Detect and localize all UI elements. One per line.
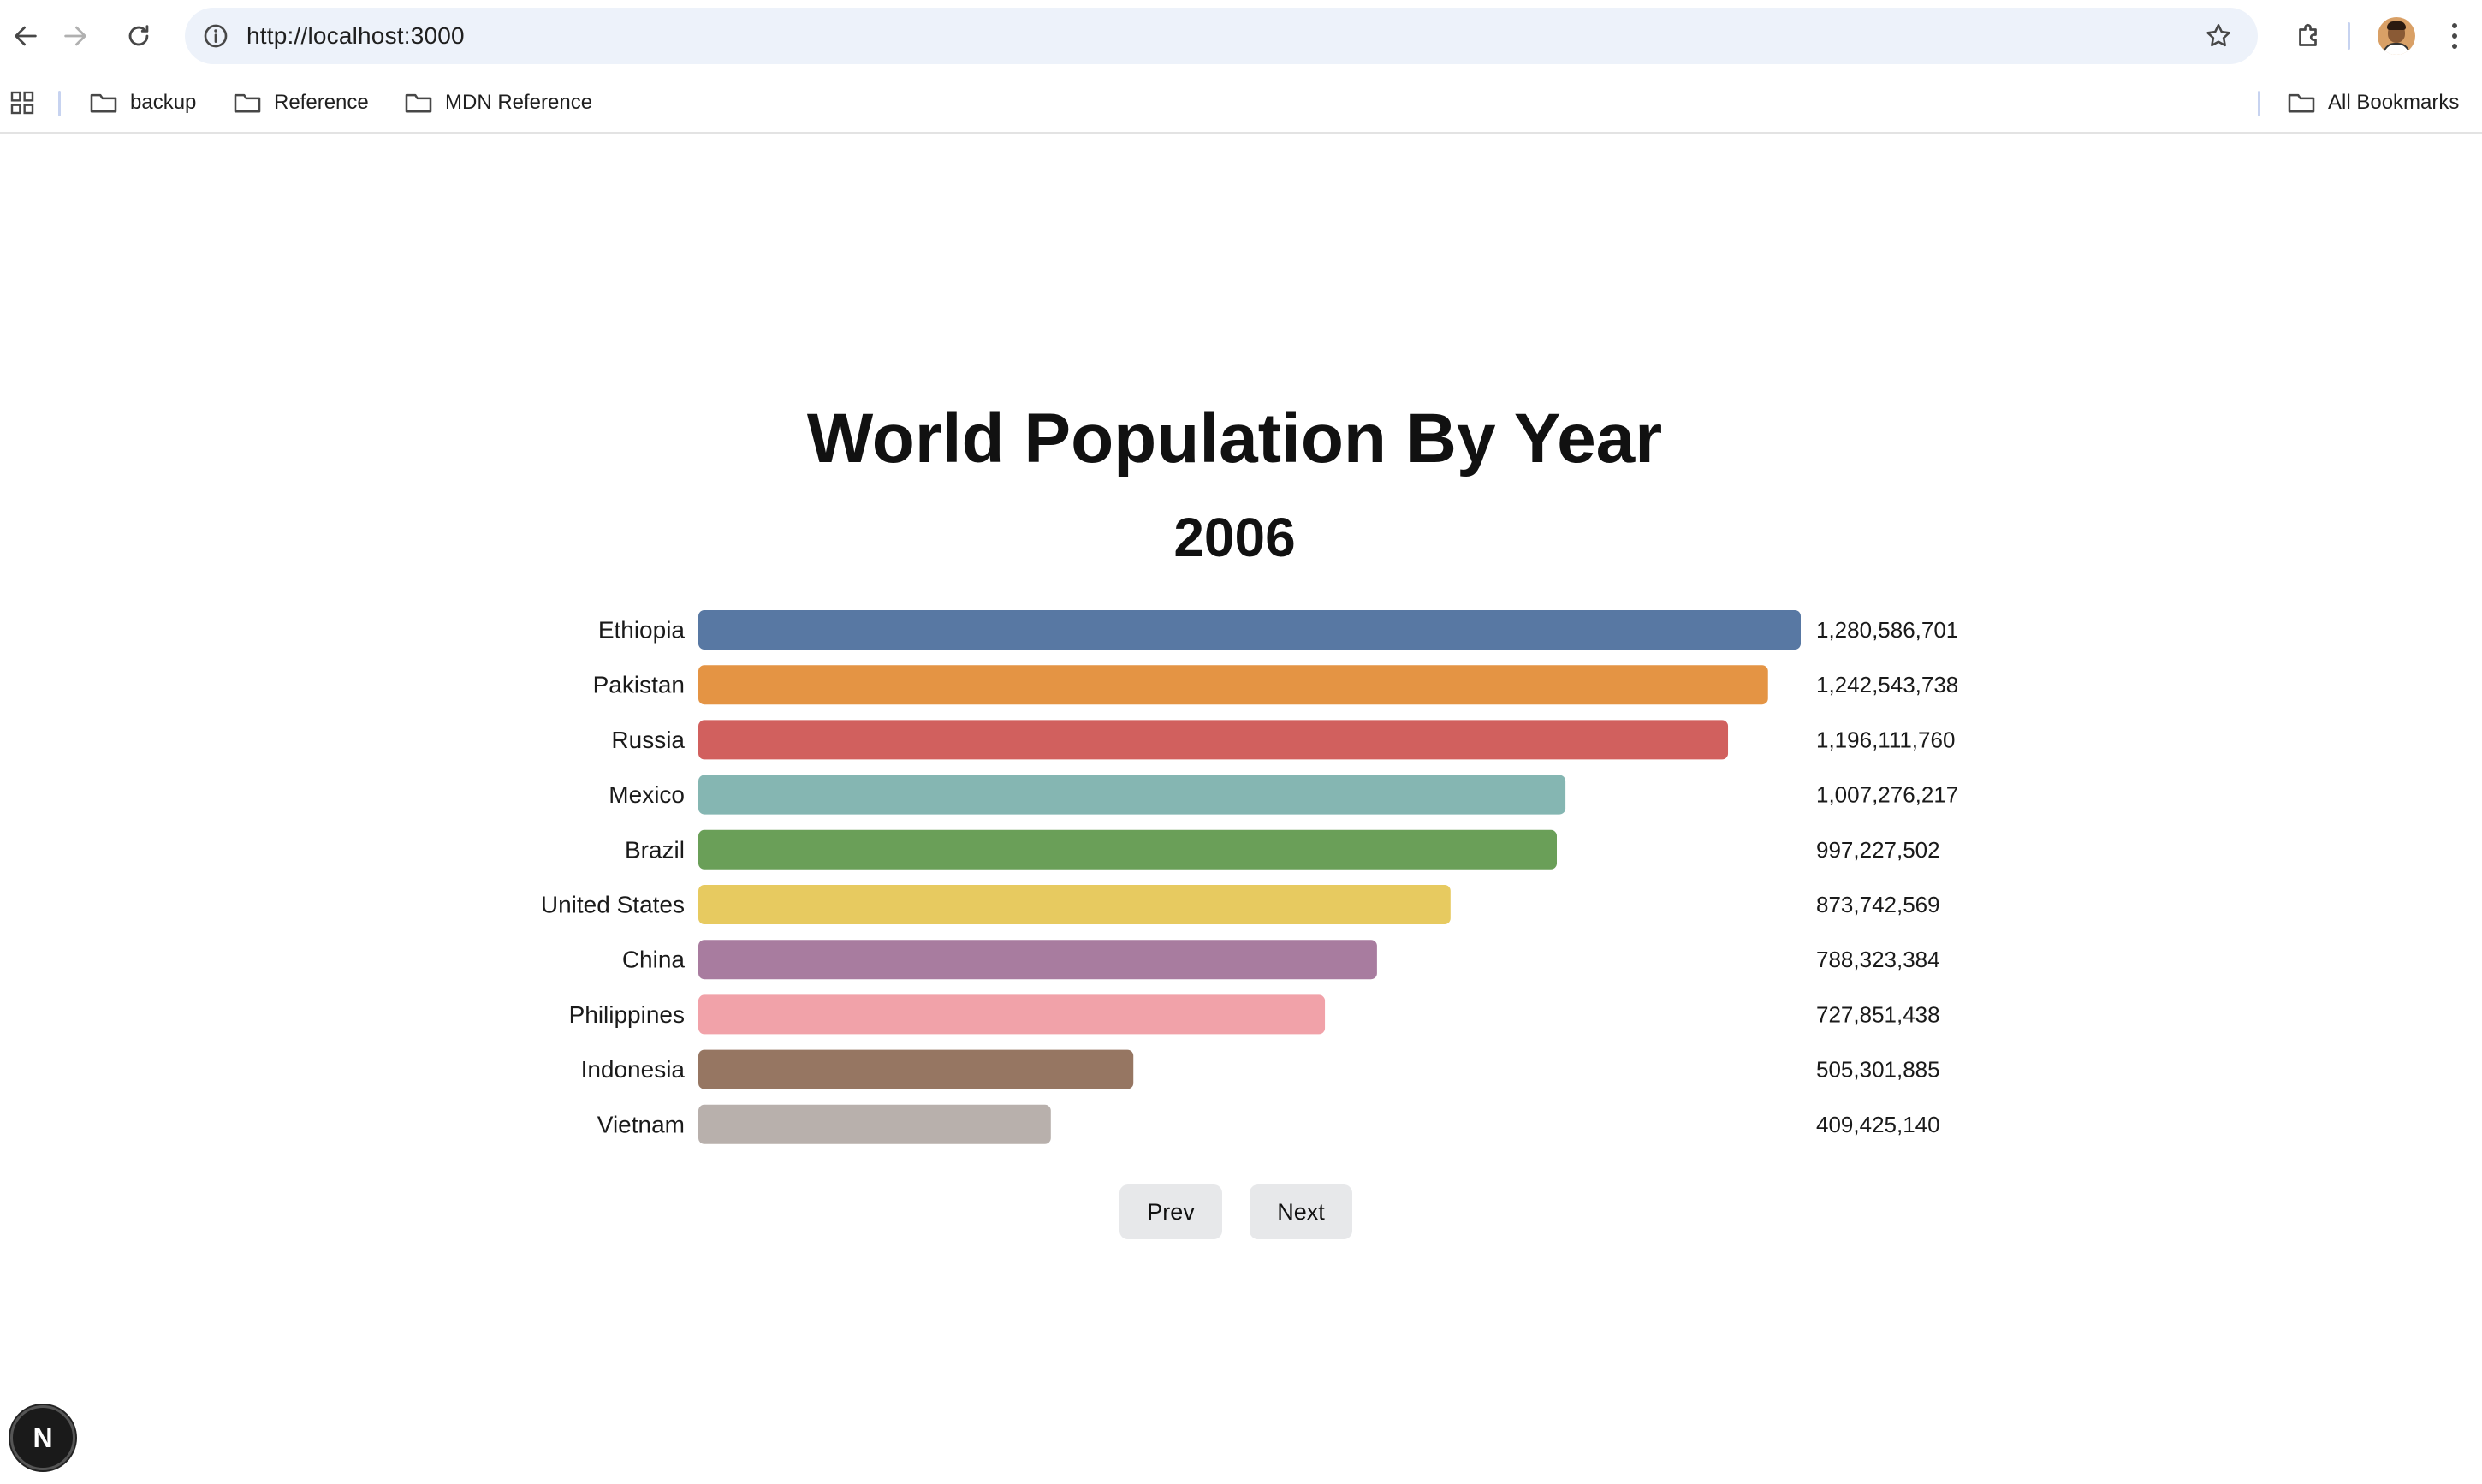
year-heading: 2006 (1173, 507, 1296, 568)
bar-value-united-states: 873,742,569 (1816, 892, 1940, 917)
bookmark-folder-mdn-reference[interactable]: MDN Reference (404, 82, 592, 123)
bar-label-philippines: Philippines (569, 1001, 685, 1028)
bar-brazil (698, 829, 1558, 870)
browser-toolbar: http://localhost:3000 (0, 0, 2482, 72)
arrow-left-icon (15, 26, 37, 46)
bookmarks-bar: backup Reference MDN Reference All Bookm… (0, 72, 2482, 134)
bar-label-china: China (622, 947, 686, 973)
next-button[interactable]: Next (1250, 1184, 1352, 1239)
bar-value-pakistan: 1,242,543,738 (1816, 672, 1958, 697)
folder-icon (2288, 93, 2315, 113)
address-bar[interactable]: http://localhost:3000 (185, 8, 2258, 64)
population-bar-chart: Ethiopia 1,280,586,701 Pakistan 1,242,543,7… (541, 610, 1958, 1144)
bar-china (698, 940, 1377, 980)
bookmark-folder-backup[interactable]: backup (89, 82, 196, 123)
reload-button[interactable] (113, 10, 164, 62)
url-text[interactable]: http://localhost:3000 (246, 22, 465, 49)
bar-mexico (698, 775, 1566, 815)
bar-label-indonesia: Indonesia (581, 1056, 686, 1083)
toolbar-divider (2348, 22, 2350, 50)
bar-label-russia: Russia (611, 727, 685, 753)
bar-indonesia (698, 1049, 1134, 1089)
bar-pakistan (698, 665, 1768, 705)
bar-label-vietnam: Vietnam (597, 1111, 685, 1137)
folder-icon (234, 93, 261, 113)
apps-grid-icon[interactable] (9, 89, 36, 116)
bar-label-brazil: Brazil (625, 836, 685, 863)
puzzle-icon (2299, 23, 2317, 46)
page-title: World Population By Year (806, 400, 1663, 478)
bookmarks-divider (58, 91, 61, 116)
site-info-icon[interactable] (197, 17, 235, 55)
forward-button[interactable] (50, 10, 101, 62)
prev-button[interactable]: Prev (1119, 1184, 1222, 1239)
bar-label-mexico: Mexico (609, 781, 685, 808)
bar-value-brazil: 997,227,502 (1816, 837, 1940, 863)
bar-philippines (698, 994, 1326, 1035)
bar-value-vietnam: 409,425,140 (1816, 1112, 1940, 1137)
bar-value-philippines: 727,851,438 (1816, 1001, 1940, 1027)
bookmark-folder-reference[interactable]: Reference (233, 82, 369, 123)
folder-icon (405, 93, 432, 113)
bar-vietnam (698, 1104, 1051, 1144)
all-bookmarks-button[interactable]: All Bookmarks (2287, 82, 2459, 123)
bar-russia (698, 720, 1729, 760)
reload-icon (128, 25, 149, 46)
bar-label-pakistan: Pakistan (593, 672, 685, 698)
bookmark-label: MDN Reference (445, 91, 593, 114)
back-button[interactable] (0, 10, 51, 62)
browser-menu-button[interactable] (2437, 10, 2472, 62)
bar-value-russia: 1,196,111,760 (1816, 727, 1955, 752)
bar-value-mexico: 1,007,276,217 (1816, 782, 1958, 808)
extensions-button[interactable] (2283, 10, 2335, 62)
bar-united-states (698, 885, 1451, 924)
all-bookmarks-label: All Bookmarks (2328, 91, 2460, 114)
bookmarks-divider (2258, 91, 2260, 116)
profile-avatar[interactable] (2378, 17, 2415, 55)
bookmark-label: Reference (274, 91, 369, 114)
bar-value-indonesia: 505,301,885 (1816, 1057, 1940, 1083)
bookmark-star-icon[interactable] (2201, 19, 2236, 53)
bar-label-united-states: United States (541, 892, 685, 918)
folder-icon (90, 93, 117, 113)
bar-label-ethiopia: Ethiopia (598, 617, 686, 644)
bar-ethiopia (698, 610, 1801, 650)
nextjs-logo-button[interactable]: N (10, 1405, 75, 1470)
bar-value-china: 788,323,384 (1816, 947, 1940, 972)
bookmark-label: backup (130, 91, 197, 114)
arrow-right-icon (64, 26, 86, 46)
bar-value-ethiopia: 1,280,586,701 (1816, 617, 1958, 643)
